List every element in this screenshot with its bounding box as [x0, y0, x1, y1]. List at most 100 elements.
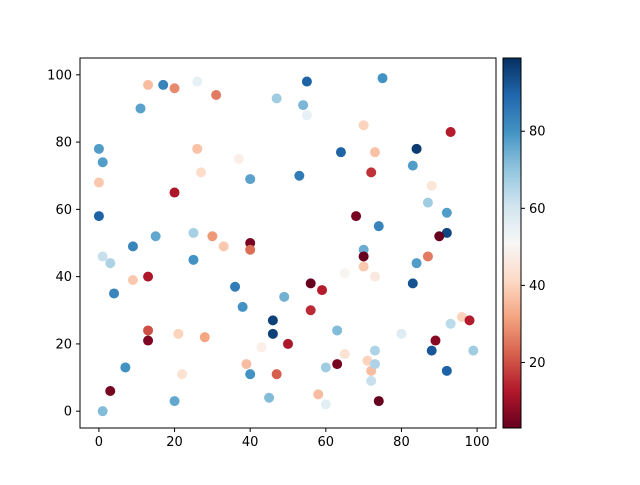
- scatter-point: [283, 338, 293, 349]
- scatter-point: [127, 275, 138, 285]
- scatter-point: [245, 369, 256, 380]
- x-tick-label: 40: [242, 435, 259, 450]
- points-layer: [93, 73, 479, 417]
- scatter-point: [351, 211, 362, 222]
- scatter-point: [192, 143, 203, 154]
- scatter-point: [97, 157, 108, 168]
- y-tick-label: 80: [55, 136, 72, 151]
- scatter-point: [294, 170, 305, 181]
- scatter-point: [369, 147, 380, 158]
- scatter-point: [105, 386, 116, 396]
- y-tick-label: 20: [55, 337, 72, 352]
- scatter-point: [188, 254, 199, 265]
- scatter-point: [445, 318, 456, 329]
- scatter-point: [93, 143, 104, 154]
- scatter-point: [305, 305, 316, 316]
- scatter-point: [464, 315, 475, 326]
- scatter-point: [362, 355, 373, 366]
- scatter-point: [339, 268, 350, 279]
- scatter-point: [169, 187, 180, 198]
- scatter-point: [230, 281, 241, 292]
- y-tick-label: 60: [55, 203, 72, 218]
- colorbar-tick-label: 20: [529, 356, 546, 371]
- scatter-point: [245, 244, 256, 255]
- scatter-point: [301, 110, 312, 121]
- scatter-point: [426, 345, 437, 356]
- scatter-point: [188, 227, 199, 238]
- scatter-point: [426, 180, 437, 191]
- scatter-point: [143, 325, 154, 336]
- scatter-point: [127, 241, 138, 252]
- scatter-point: [298, 100, 309, 111]
- scatter-point: [317, 285, 328, 296]
- scatter-point: [169, 396, 180, 407]
- scatter-point: [135, 103, 146, 114]
- scatter-point: [313, 389, 324, 400]
- colorbar-tick-label: 40: [529, 279, 546, 294]
- scatter-point: [143, 271, 154, 282]
- scatter-point: [192, 76, 203, 87]
- scatter-point: [320, 362, 331, 373]
- scatter-point: [332, 359, 343, 370]
- scatter-point: [445, 127, 456, 137]
- y-tick-label: 100: [47, 68, 72, 83]
- scatter-point: [150, 231, 161, 242]
- scatter-point: [468, 345, 479, 356]
- scatter-point: [377, 73, 388, 84]
- scatter-point: [430, 335, 441, 346]
- scatter-point: [271, 93, 282, 104]
- scatter-point: [158, 79, 169, 90]
- scatter-point: [267, 328, 278, 339]
- scatter-point: [366, 167, 377, 178]
- scatter-point: [267, 315, 278, 326]
- y-tick-label: 0: [64, 405, 72, 420]
- scatter-point: [441, 207, 452, 218]
- scatter-point: [339, 349, 350, 359]
- colorbar: [503, 58, 521, 428]
- x-axis: 0 20 40 60 80 100: [95, 428, 490, 450]
- scatter-point: [143, 335, 154, 346]
- scatter-point: [177, 369, 188, 380]
- colorbar-tick-label: 80: [529, 125, 546, 140]
- scatter-point: [143, 79, 154, 90]
- scatter-point: [369, 359, 380, 370]
- scatter-point: [93, 211, 104, 222]
- scatter-point: [97, 251, 108, 262]
- scatter-point: [97, 406, 108, 417]
- scatter-point: [199, 332, 210, 343]
- colorbar-frame: [502, 57, 522, 429]
- scatter-point: [422, 251, 433, 262]
- scatter-point: [245, 174, 256, 185]
- colorbar-tick-label: 60: [529, 202, 546, 217]
- scatter-point: [369, 345, 380, 356]
- scatter-point: [109, 288, 120, 299]
- x-tick-label: 100: [465, 435, 490, 450]
- scatter-point: [120, 362, 131, 373]
- scatter-point: [434, 231, 445, 242]
- scatter-point: [366, 375, 377, 386]
- scatter-point: [196, 167, 207, 178]
- scatter-point: [207, 231, 218, 242]
- scatter-point: [373, 221, 384, 232]
- scatter-point: [332, 325, 343, 336]
- colorbar-axis: 20 40 60 80: [521, 125, 546, 371]
- scatter-point: [279, 291, 290, 302]
- scatter-point: [358, 261, 369, 272]
- scatter-point: [373, 396, 384, 407]
- plot-area-frame: [79, 57, 497, 429]
- scatter-point: [456, 312, 467, 322]
- scatter-point: [169, 83, 180, 94]
- scatter-point: [264, 392, 275, 403]
- scatter-point: [237, 301, 248, 312]
- scatter-point: [407, 160, 418, 171]
- scatter-point: [233, 153, 244, 164]
- scatter-point: [335, 147, 346, 158]
- scatter-point: [105, 258, 116, 269]
- x-tick-label: 60: [318, 435, 335, 450]
- scatter-point: [407, 278, 418, 289]
- scatter-point: [93, 177, 104, 188]
- x-tick-label: 80: [393, 435, 410, 450]
- scatter-point: [411, 258, 422, 269]
- y-axis: 0 20 40 60 80 100: [47, 68, 80, 420]
